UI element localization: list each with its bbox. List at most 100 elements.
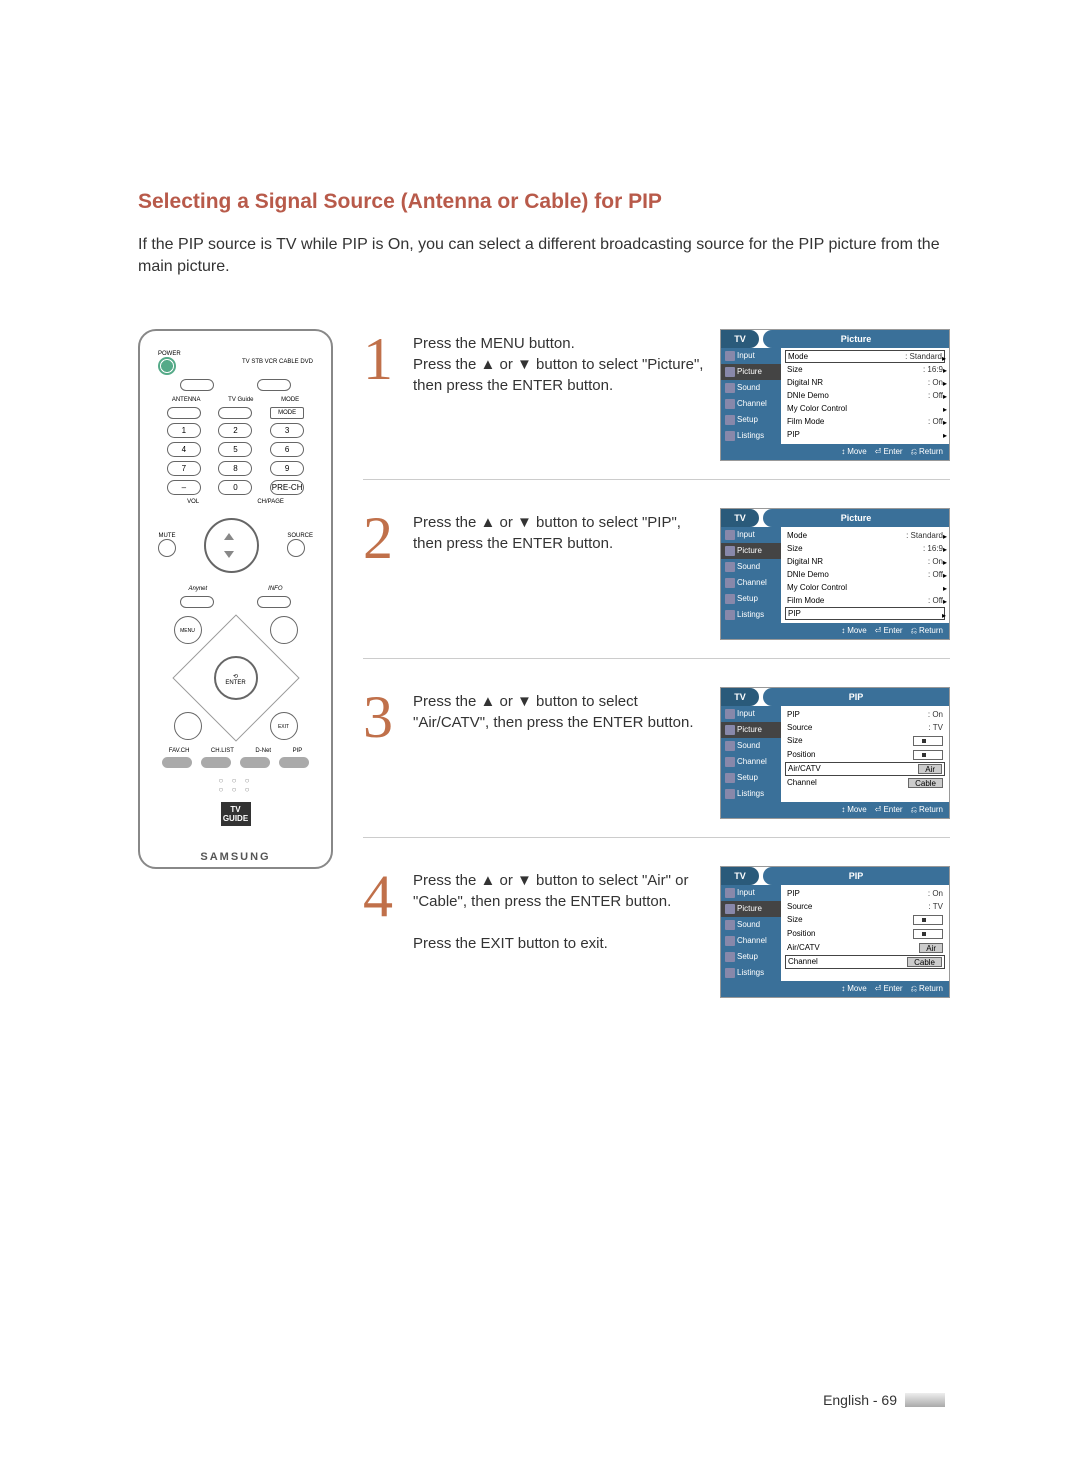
osd-sidebar: InputPictureSoundChannelSetupListings [721, 706, 781, 802]
chlist-button [201, 757, 231, 768]
footer-label: Return [919, 447, 943, 456]
osd-row: ChannelCable [785, 776, 945, 790]
sidebar-label: Channel [737, 578, 767, 587]
footer-icon: ↕ [841, 626, 845, 635]
sidebar-icon [725, 367, 735, 377]
osd-row: Source: TV [785, 721, 945, 734]
osd-row-label: Channel [787, 778, 817, 788]
arrow-icon: ▸ [943, 571, 947, 580]
osd-row: ChannelCable [785, 955, 945, 969]
dpad-corner [174, 712, 202, 740]
osd: TVPIPInputPictureSoundChannelSetupListin… [720, 687, 950, 819]
osd-sidebar-item: Picture [721, 364, 781, 380]
step: 2Press the ▲ or ▼ button to select "PIP"… [363, 508, 950, 659]
osd-footer-item: ↕Move [841, 447, 867, 457]
power-button [158, 357, 176, 375]
number-pad: 123456789–0PRE-CH [158, 423, 313, 495]
osd-tv-label: TV [721, 688, 759, 706]
sidebar-icon [725, 546, 735, 556]
osd-value-box [913, 736, 943, 746]
arrow-icon: ▸ [943, 366, 947, 375]
osd-sidebar-item: Input [721, 527, 781, 543]
step-text: Press the ▲ or ▼ button to select "Air/C… [413, 687, 708, 819]
osd-row: Size: 16:9▸ [785, 363, 945, 376]
sidebar-label: Setup [737, 773, 758, 782]
footer-icon: ↕ [841, 984, 845, 993]
footer-icon: ⎌ [911, 984, 917, 994]
osd-row-label: PIP [788, 609, 801, 618]
content-area: POWER TV STB VCR CABLE DVD ANTENNA TV Gu… [138, 329, 950, 1016]
sidebar-icon [725, 968, 735, 978]
sidebar-label: Listings [737, 968, 764, 977]
osd-row: Film Mode: Off▸ [785, 415, 945, 428]
osd-row: Digital NR: On▸ [785, 376, 945, 389]
sidebar-icon [725, 952, 735, 962]
tvguide-label: TV Guide [228, 397, 253, 403]
mute-label: MUTE [158, 533, 176, 539]
osd-screenshot: TVPictureInputPictureSoundChannelSetupLi… [720, 329, 950, 461]
sidebar-label: Channel [737, 936, 767, 945]
sidebar-icon [725, 383, 735, 393]
osd-row-label: My Color Control [787, 404, 847, 413]
osd-row-label: PIP [787, 430, 800, 439]
intro-text: If the PIP source is TV while PIP is On,… [138, 234, 950, 279]
osd-row: PIP: On [785, 887, 945, 900]
sidebar-label: Input [737, 351, 755, 360]
sidebar-icon [725, 415, 735, 425]
osd-sidebar: InputPictureSoundChannelSetupListings [721, 885, 781, 981]
osd-sidebar-item: Channel [721, 754, 781, 770]
sidebar-label: Input [737, 709, 755, 718]
pip-button [279, 757, 309, 768]
vol-label: VOL [187, 499, 199, 505]
source-button [287, 539, 305, 557]
osd-row-label: Film Mode [787, 417, 824, 426]
page-number: English - 69 [823, 1392, 897, 1408]
osd-sidebar-item: Listings [721, 607, 781, 623]
osd-row: Position [785, 748, 945, 762]
osd-row-value: : On [928, 378, 943, 387]
sidebar-icon [725, 351, 735, 361]
step-text: Press the MENU button.Press the ▲ or ▼ b… [413, 329, 708, 461]
footer-label: Enter [883, 805, 902, 814]
osd-footer: ↕Move⏎Enter⎌Return [721, 981, 949, 997]
osd-sidebar: InputPictureSoundChannelSetupListings [721, 348, 781, 444]
footer-label: Return [919, 805, 943, 814]
footer-icon: ⏎ [875, 626, 882, 635]
sidebar-icon [725, 578, 735, 588]
osd-footer: ↕Move⏎Enter⎌Return [721, 444, 949, 460]
section-title: Selecting a Signal Source (Antenna or Ca… [138, 190, 950, 214]
sidebar-icon [725, 920, 735, 930]
osd-sidebar-item: Picture [721, 722, 781, 738]
osd: TVPictureInputPictureSoundChannelSetupLi… [720, 329, 950, 461]
num-1: 1 [167, 423, 201, 438]
arrow-icon: ▸ [943, 597, 947, 606]
step: 3Press the ▲ or ▼ button to select "Air/… [363, 687, 950, 838]
osd-footer-item: ⏎Enter [875, 626, 903, 636]
dots: ○ ○ ○○ ○ ○ [158, 776, 313, 794]
osd-sidebar-item: Sound [721, 917, 781, 933]
info-label: INFO [268, 586, 282, 592]
dpad: MENU EXIT ⟲ENTER [176, 618, 296, 738]
sidebar-label: Setup [737, 952, 758, 961]
osd-title: Picture [763, 330, 949, 348]
sidebar-label: Picture [737, 546, 762, 555]
num-5: 5 [218, 442, 252, 457]
osd-sidebar-item: Listings [721, 428, 781, 444]
footer-label: Enter [883, 626, 902, 635]
osd-row-label: Size [787, 365, 803, 374]
osd-sidebar-item: Setup [721, 949, 781, 965]
osd-sidebar-item: Sound [721, 559, 781, 575]
osd-value-box [913, 750, 943, 760]
osd-row: DNIe Demo: Off▸ [785, 389, 945, 402]
osd-row: Air/CATVAir [785, 941, 945, 955]
osd-footer-item: ⏎Enter [875, 447, 903, 457]
osd-sidebar-item: Setup [721, 412, 781, 428]
sidebar-icon [725, 399, 735, 409]
sidebar-label: Setup [737, 594, 758, 603]
sidebar-label: Picture [737, 904, 762, 913]
sidebar-icon [725, 741, 735, 751]
osd-footer-item: ⎌Return [911, 805, 943, 815]
osd-sidebar: Input Picture Sound Channel Setup Listings [721, 527, 781, 623]
footer-icon: ⏎ [875, 805, 882, 814]
osd-row: DNIe Demo: Off▸ [785, 568, 945, 581]
